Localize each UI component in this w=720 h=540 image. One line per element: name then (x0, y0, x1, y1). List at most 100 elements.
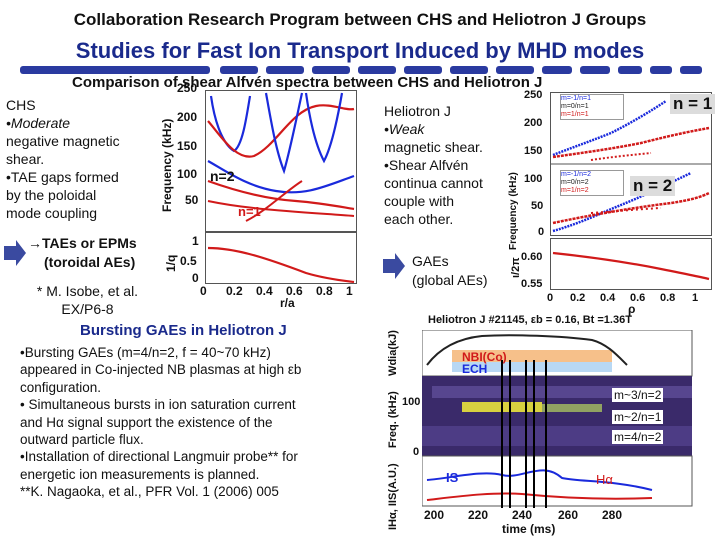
shot-tick: 0 (413, 446, 420, 458)
hj-text: Heliotron J •Weak magnetic shear. •Shear… (384, 102, 504, 228)
hj-ytick: 200 (524, 117, 543, 129)
chs-q-plot (205, 232, 357, 284)
shot-xlabel: time (ms) (502, 522, 556, 536)
hj-n1-label: n = 1 (670, 94, 716, 114)
chs-ref: * M. Isobe, et al. EX/P6-8 (20, 282, 155, 318)
hj-bullet: couple with (384, 193, 455, 209)
hj-bullet: •Shear Alfvén (384, 157, 469, 173)
hj-ytick: 50 (531, 200, 544, 212)
chs-bullet: shear. (6, 151, 45, 167)
shot-xtick: 280 (602, 508, 623, 522)
burst-line: •Bursting GAEs (m=4/n=2, f = 40~70 kHz) (20, 345, 271, 360)
chs-ref-line: * M. Isobe, et al. (36, 283, 139, 299)
hj-xtick: 1 (692, 292, 699, 304)
hj-bullet: •Weak (384, 121, 425, 137)
chs-ytick: 0 (192, 271, 199, 285)
chs-bullet: →TAEs or EPMs (28, 235, 137, 251)
burst-line: energetic ion measurements is planned. (20, 466, 260, 482)
chs-ytick: 0.5 (180, 254, 197, 268)
chs-n1-label: n=1 (238, 204, 261, 219)
chs-heading: CHS (6, 97, 36, 113)
chs-ref-line: EX/P6-8 (61, 301, 114, 317)
shot-wdia-label: Wdia(kJ) (387, 330, 399, 376)
chs-bullet: mode coupling (6, 205, 98, 221)
chs-xlabel: r/a (280, 296, 295, 310)
hj-ylabel: Frequency (kHz) (508, 172, 519, 250)
hj-iota-plot (550, 238, 712, 290)
hj-legend-n1: m=-1/n=1 m=0/n=1 m=1/n=1 (560, 94, 624, 120)
burst-line: • Simultaneous bursts in ion saturation … (20, 397, 296, 413)
shot-ha-trace: Hα (596, 472, 613, 487)
hj-gaes2: (global AEs) (412, 272, 488, 288)
hj-xtick: 0.2 (570, 292, 586, 304)
shot-freq-label: Freq. (kHz) (387, 391, 399, 449)
chs-bullet: negative magnetic (6, 133, 120, 149)
shot-xtick: 240 (512, 508, 533, 522)
shot-is-trace: IS (446, 470, 459, 485)
hj-ytick: 0.60 (521, 251, 543, 263)
chs-xtick: 0.8 (316, 284, 333, 298)
chs-ytick: 50 (185, 193, 199, 207)
header-subtitle: Studies for Fast Ion Transport Induced b… (75, 38, 645, 63)
hj-gaes: GAEs (412, 253, 449, 269)
shot-title: Heliotron J #21145, εb = 0.16, Bt =1.36T (428, 314, 632, 326)
hj-legend-entry: m=0/n=1 (561, 103, 589, 110)
hj-ytick: 150 (524, 145, 543, 157)
hj-arrow-icon (383, 253, 405, 279)
shot-xtick: 260 (558, 508, 579, 522)
chs-n2-label: n=2 (210, 168, 235, 184)
hj-n2-label: n = 2 (630, 176, 676, 196)
shot-mode: m~3/n=2 (612, 388, 664, 402)
hj-legend-entry: m=1/n=2 (561, 187, 589, 194)
chs-spectrum-plot (205, 90, 357, 232)
chs-ylabel-q: 1/q (164, 254, 178, 272)
hj-bullet: continua cannot (384, 175, 483, 191)
hj-bullet: each other. (384, 211, 454, 227)
chs-arrow-icon (4, 240, 26, 266)
shot-mode: m~2/n=1 (612, 410, 664, 424)
chs-bullet: by the poloidal (6, 187, 97, 203)
shot-tick: 100 (402, 396, 421, 408)
chs-ytick: 1 (192, 234, 199, 248)
burst-line: **K. Nagaoka, et al., PFR Vol. 1 (2006) … (20, 484, 279, 500)
chs-bullet: •Moderate (6, 115, 71, 131)
hj-legend-n2: m=-1/n=2 m=0/n=2 m=1/n=2 (560, 170, 624, 196)
hj-legend-entry: m=-1/n=1 (561, 95, 591, 102)
dashed-divider (20, 66, 702, 74)
header-title: Collaboration Research Program between C… (73, 10, 647, 29)
hj-bullet: magnetic shear. (384, 139, 483, 155)
chs-xtick: 1 (346, 284, 353, 298)
hj-ytick: 0 (538, 226, 545, 238)
chs-ytick: 250 (177, 81, 198, 95)
chs-xtick: 0.4 (256, 284, 273, 298)
chs-ytick: 100 (177, 167, 198, 181)
hj-ytick: 250 (524, 89, 543, 101)
hj-xtick: 0.8 (660, 292, 676, 304)
shot-ylabels: IHα, IIS(A.U.) Freq. (kHz) Wdia(kJ) (387, 330, 399, 530)
hj-xtick: 0 (547, 292, 554, 304)
burst-title: Bursting GAEs in Heliotron J (80, 322, 287, 339)
shot-mode: m=4/n=2 (612, 430, 664, 444)
hj-xlabel: ρ (628, 302, 636, 316)
hj-legend-entry: m=-1/n=2 (561, 171, 591, 178)
shot-xtick: 220 (468, 508, 489, 522)
shot-ech: ECH (462, 362, 488, 376)
chs-xtick: 0.2 (226, 284, 243, 298)
chs-xtick: 0.6 (286, 284, 303, 298)
hj-heading: Heliotron J (384, 103, 451, 119)
burst-line: •Installation of directional Langmuir pr… (20, 449, 298, 465)
shot-nbi: NBI(Co) (462, 350, 507, 364)
hj-legend-entry: m=1/n=1 (561, 111, 589, 118)
burst-line: and Hα signal support the existence of t… (20, 414, 273, 430)
burst-line: configuration. (20, 379, 102, 395)
shot-is-label: IHα, IIS(A.U.) (387, 463, 399, 530)
hj-ytick: 100 (524, 173, 543, 185)
chs-ylabel: Frequency (kHz) (160, 118, 174, 212)
chs-ytick: 150 (177, 139, 198, 153)
chs-ytick: 200 (177, 110, 198, 124)
hj-xtick: 0.4 (600, 292, 616, 304)
burst-line: appeared in Co-injected NB plasmas at hi… (20, 362, 302, 378)
hj-xtick: 0.6 (630, 292, 646, 304)
chs-xtick: 0 (200, 284, 207, 298)
burst-line: outward particle flux. (20, 432, 144, 448)
